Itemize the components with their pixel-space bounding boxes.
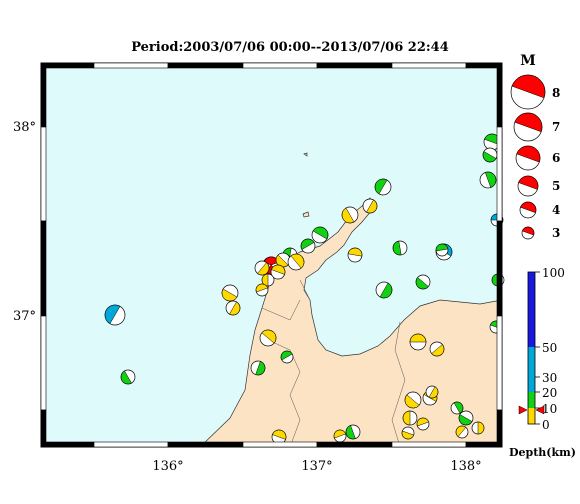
mag-label-8: 8 [552, 86, 560, 100]
mag-label-3: 3 [552, 226, 560, 240]
small-island [302, 211, 310, 218]
mag-legend-ball-6 [515, 145, 541, 171]
mag-label-4: 4 [552, 203, 560, 217]
event-mechanism-30 [280, 350, 294, 364]
magnitude-legend-title: M [520, 53, 536, 69]
depth-band-20-50 [528, 347, 535, 392]
depth-scale-label: Depth(km) [509, 446, 576, 459]
mag-legend-ball-4 [519, 201, 537, 219]
event-mechanism-8 [311, 226, 329, 244]
depth-band-10-20 [528, 392, 535, 408]
event-mechanism-3 [479, 171, 497, 189]
event-mechanism-15 [261, 273, 275, 287]
depth-tick-10: 10 [542, 402, 557, 416]
tiny-islet [303, 152, 308, 157]
lon-tick-136: 136° [152, 459, 183, 474]
event-mechanism-37 [416, 417, 430, 431]
event-mechanism-41 [455, 425, 469, 439]
event-mechanism-17 [221, 284, 239, 302]
event-mechanism-33 [429, 341, 445, 357]
event-mechanism-18 [225, 300, 241, 316]
depth-tick-100: 100 [542, 266, 565, 280]
event-mechanism-28 [120, 369, 136, 385]
event-mechanism-9 [300, 238, 316, 254]
event-mechanism-7 [341, 206, 359, 224]
prefecture-borders [261, 279, 406, 447]
event-mechanism-11 [275, 252, 291, 268]
mainshock-depth-marker-right [535, 405, 545, 415]
depth-band-0-10 [528, 408, 535, 424]
event-mechanism-6 [362, 198, 378, 214]
focal-mechanisms [104, 133, 505, 445]
depth-tick-20: 20 [542, 386, 557, 400]
event-mechanism-29 [259, 329, 277, 347]
event-mechanism-46 [425, 385, 439, 399]
depth-tick-30: 30 [542, 371, 557, 385]
event-mechanism-38 [450, 401, 464, 415]
depth-band-50-100 [528, 272, 535, 347]
event-mechanism-16 [255, 283, 269, 297]
event-mechanism-31 [250, 360, 266, 376]
event-mechanism-2 [482, 147, 498, 163]
event-mechanism-22 [435, 243, 449, 257]
event-mechanism-14 [270, 264, 286, 280]
event-mechanism-40 [471, 421, 485, 435]
event-mechanism-39 [458, 410, 474, 426]
event-mechanism-43 [333, 429, 347, 443]
lon-tick-137: 137° [301, 459, 332, 474]
event-mechanism-13 [254, 260, 270, 276]
event-mechanism-45 [401, 426, 415, 440]
magnitude-legend: M 8 7 6 5 4 3 [510, 53, 560, 240]
mag-label-6: 6 [552, 151, 560, 165]
event-mechanism-24 [375, 281, 393, 299]
mag-label-7: 7 [552, 120, 560, 134]
depth-tick-50: 50 [542, 341, 557, 355]
event-mechanism-19 [347, 247, 363, 263]
mainshock-depth-marker-left [518, 405, 528, 415]
mag-label-5: 5 [552, 179, 560, 193]
event-mechanism-36 [402, 410, 418, 426]
event-mechanism-20 [392, 240, 408, 256]
mag-legend-ball-7 [513, 112, 543, 142]
depth-tick-0: 0 [542, 418, 550, 432]
event-mechanism-27 [104, 304, 126, 326]
event-mechanism-12 [287, 253, 305, 271]
map-frame [40, 62, 503, 448]
map-title: Period:2003/07/06 00:00--2013/07/06 22:4… [131, 40, 449, 55]
event-mechanism-34 [404, 391, 422, 409]
event-mechanism-32 [409, 333, 427, 351]
event-mechanism-23 [415, 274, 431, 290]
event-mechanism-44 [345, 424, 361, 440]
event-mechanism-5 [374, 178, 392, 196]
depth-scale: 100 50 30 20 10 0 Depth(km) [509, 266, 576, 459]
mag-legend-ball-8 [510, 74, 546, 110]
lat-tick-37: 37° [13, 309, 36, 324]
mag-legend-ball-3 [521, 226, 535, 240]
lon-tick-138: 138° [450, 459, 481, 474]
lat-tick-38: 38° [13, 120, 36, 135]
mag-legend-ball-5 [517, 175, 539, 197]
